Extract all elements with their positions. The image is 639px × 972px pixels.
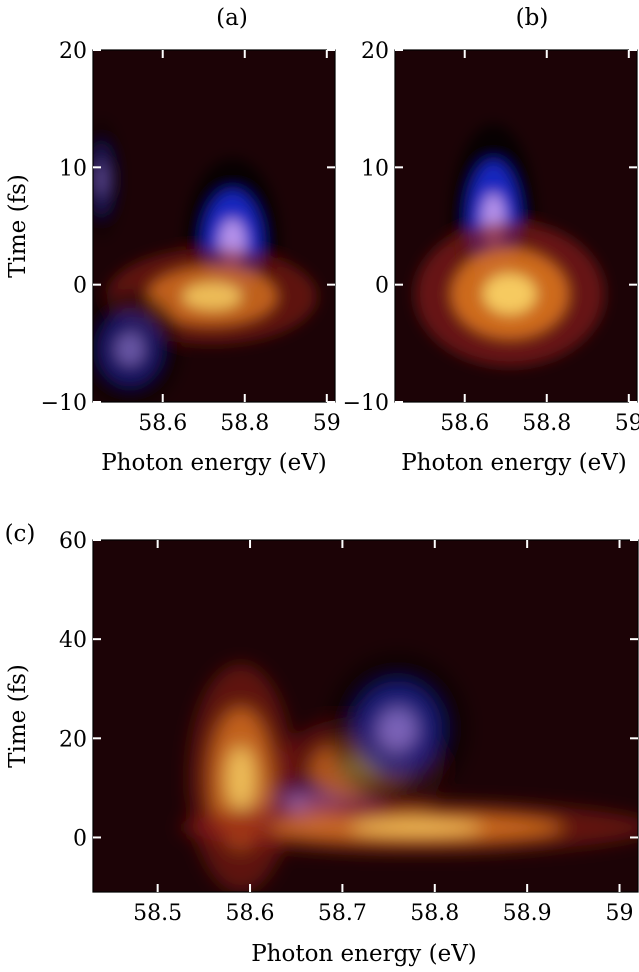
heatmap-c (93, 540, 638, 892)
ytick-label: 20 (59, 39, 87, 64)
ylabel-c: Time (fs) (5, 664, 31, 768)
xtick-label: 58.8 (522, 411, 571, 436)
heatmap-a (93, 50, 335, 402)
xtick-label: 59 (313, 411, 341, 436)
ticks-b: 58.6 58.8 59 −10 0 10 20 (343, 39, 639, 436)
xtick-label: 58.7 (318, 901, 367, 926)
xtick-label: 58.8 (410, 901, 459, 926)
xtick-label: 59 (615, 411, 639, 436)
ytick-label: 0 (375, 274, 389, 299)
panel-label-b: (b) (516, 5, 549, 31)
ytick-label: 20 (59, 727, 87, 752)
xtick-label: 58.9 (503, 901, 552, 926)
panel-label-c: (c) (5, 521, 36, 547)
ticks-a: 58.6 58.8 59 −10 0 10 20 (41, 39, 341, 436)
panel-c: 58.5 58.6 58.7 58.8 58.9 59 0 20 40 60 (c) Photon… (5, 521, 639, 967)
plot-frame-b (394, 49, 638, 403)
xtick-label: 58.8 (220, 411, 269, 436)
ytick-label: 10 (59, 156, 87, 181)
ytick-label: −10 (41, 391, 87, 416)
ytick-label: 10 (361, 156, 389, 181)
panel-b: 58.6 58.8 59 −10 0 10 20 (b) Photon energy (eV… (343, 5, 639, 476)
ticks-c: 58.5 58.6 58.7 58.8 58.9 59 0 20 40 60 (59, 529, 638, 926)
ytick-label: 40 (59, 628, 87, 653)
heatmap-b (395, 50, 637, 402)
plot-frame-a (92, 49, 336, 403)
panel-a: 58.6 58.8 59 −10 0 10 20 (a) Photon energy (eV… (5, 5, 341, 476)
negative-feature-core (95, 162, 108, 196)
positive-feature-core (483, 273, 537, 315)
xtick-label: 58.6 (138, 411, 187, 436)
ytick-label: 0 (73, 826, 87, 851)
xlabel-c: Photon energy (eV) (251, 941, 477, 967)
ytick-label: 20 (361, 39, 389, 64)
ytick-label: −10 (343, 391, 389, 416)
negative-feature-core (115, 332, 145, 367)
negative-feature-core (377, 706, 418, 750)
xtick-label: 58.6 (226, 901, 275, 926)
xlabel-a: Photon energy (eV) (101, 450, 327, 476)
ytick-label: 60 (59, 529, 87, 554)
ytick-label: 0 (73, 274, 87, 299)
positive-feature-core (182, 282, 242, 310)
positive-feature-core (349, 820, 483, 835)
xtick-label: 59 (606, 901, 634, 926)
plot-frame-c (92, 539, 639, 893)
ylabel-a: Time (fs) (5, 174, 31, 278)
xtick-label: 58.6 (440, 411, 489, 436)
xtick-label: 58.5 (133, 901, 182, 926)
xlabel-b: Photon energy (eV) (401, 450, 627, 476)
positive-feature-core (226, 745, 256, 811)
panel-label-a: (a) (216, 5, 248, 31)
